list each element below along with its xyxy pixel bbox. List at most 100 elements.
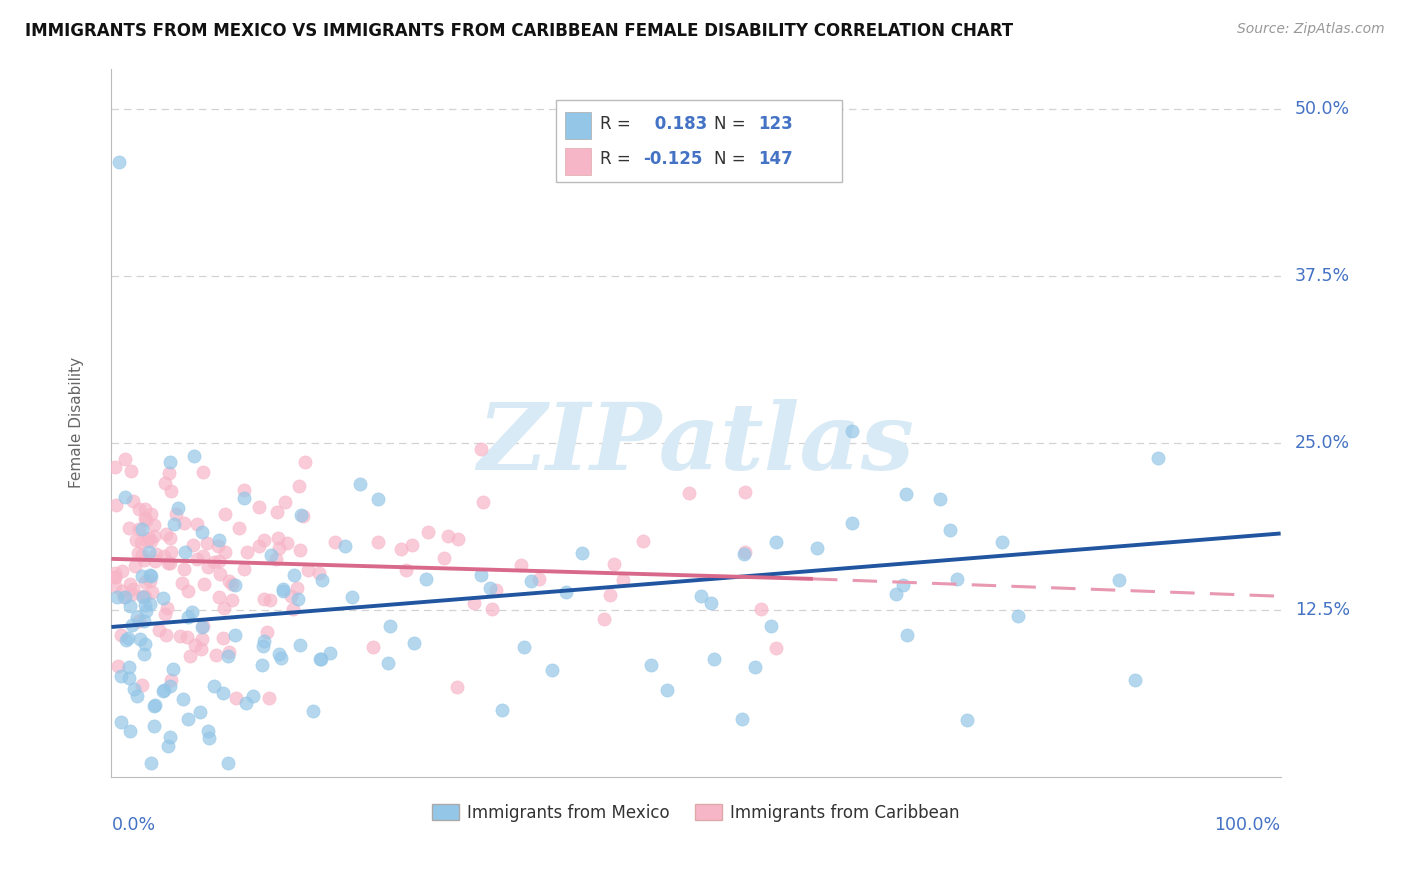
- Point: [734, 545, 756, 559]
- Point: [153, 476, 176, 491]
- Text: 37.5%: 37.5%: [1295, 267, 1350, 285]
- Point: [159, 679, 181, 693]
- Text: ZIPatlas: ZIPatlas: [478, 399, 914, 489]
- Point: [131, 548, 153, 562]
- Point: [118, 660, 141, 674]
- Point: [437, 529, 460, 543]
- Point: [259, 593, 281, 607]
- Point: [225, 691, 247, 706]
- Point: [173, 544, 195, 558]
- Point: [157, 739, 180, 753]
- Point: [169, 629, 191, 643]
- Legend: Immigrants from Mexico, Immigrants from Caribbean: Immigrants from Mexico, Immigrants from …: [426, 797, 966, 829]
- Point: [125, 689, 148, 703]
- Point: [125, 610, 148, 624]
- Point: [253, 592, 276, 607]
- Point: [128, 522, 150, 536]
- Point: [433, 550, 456, 565]
- Point: [1147, 451, 1170, 466]
- Point: [1108, 573, 1130, 587]
- Point: [135, 604, 157, 618]
- Point: [224, 578, 246, 592]
- Point: [335, 540, 357, 554]
- Point: [157, 466, 180, 480]
- Point: [308, 566, 330, 581]
- Point: [274, 495, 297, 509]
- Point: [159, 532, 181, 546]
- FancyBboxPatch shape: [565, 112, 591, 139]
- Point: [236, 545, 259, 559]
- Point: [108, 155, 131, 169]
- Text: 50.0%: 50.0%: [1295, 100, 1350, 118]
- Point: [191, 619, 214, 633]
- Point: [110, 668, 132, 682]
- Point: [139, 508, 162, 522]
- Point: [191, 465, 214, 479]
- Text: 12.5%: 12.5%: [1295, 600, 1350, 619]
- Point: [139, 569, 162, 583]
- Point: [186, 516, 208, 531]
- Point: [136, 534, 159, 549]
- Point: [114, 490, 136, 504]
- Point: [267, 531, 290, 545]
- Point: [193, 549, 215, 563]
- Point: [257, 690, 280, 705]
- Point: [285, 581, 308, 595]
- Point: [302, 704, 325, 718]
- Point: [124, 558, 146, 573]
- Point: [841, 424, 863, 438]
- Point: [155, 628, 177, 642]
- Point: [247, 539, 270, 553]
- Point: [290, 508, 312, 522]
- Point: [122, 682, 145, 697]
- Point: [211, 686, 233, 700]
- Point: [288, 543, 311, 558]
- Point: [190, 642, 212, 657]
- Point: [744, 660, 766, 674]
- Point: [221, 576, 243, 591]
- Point: [541, 664, 564, 678]
- Point: [599, 588, 621, 602]
- Point: [309, 652, 332, 666]
- Point: [127, 546, 149, 560]
- Point: [280, 589, 302, 603]
- Point: [104, 570, 127, 584]
- Point: [678, 486, 700, 500]
- Point: [155, 526, 177, 541]
- Point: [208, 554, 231, 568]
- Point: [260, 548, 283, 562]
- Point: [183, 638, 205, 652]
- Text: Female Disability: Female Disability: [69, 357, 84, 488]
- Point: [484, 583, 506, 598]
- Point: [233, 561, 256, 575]
- Text: 147: 147: [758, 150, 793, 169]
- Point: [111, 564, 134, 578]
- Point: [319, 646, 342, 660]
- Point: [134, 511, 156, 525]
- Point: [191, 632, 214, 646]
- Point: [703, 652, 725, 666]
- Point: [110, 714, 132, 729]
- Point: [415, 573, 437, 587]
- Point: [509, 558, 531, 573]
- Point: [131, 569, 153, 583]
- Point: [640, 658, 662, 673]
- Point: [104, 460, 127, 475]
- Point: [156, 600, 179, 615]
- Point: [463, 596, 485, 610]
- Text: IMMIGRANTS FROM MEXICO VS IMMIGRANTS FROM CARIBBEAN FEMALE DISABILITY CORRELATIO: IMMIGRANTS FROM MEXICO VS IMMIGRANTS FRO…: [25, 22, 1014, 40]
- Point: [135, 513, 157, 527]
- Point: [404, 636, 426, 650]
- Point: [104, 570, 127, 584]
- Point: [134, 501, 156, 516]
- Point: [138, 597, 160, 611]
- Point: [938, 523, 960, 537]
- Point: [470, 442, 492, 457]
- Point: [195, 536, 218, 550]
- Point: [141, 585, 163, 599]
- Point: [288, 479, 311, 493]
- Point: [288, 638, 311, 652]
- Point: [276, 536, 298, 550]
- Point: [152, 591, 174, 605]
- Point: [118, 599, 141, 613]
